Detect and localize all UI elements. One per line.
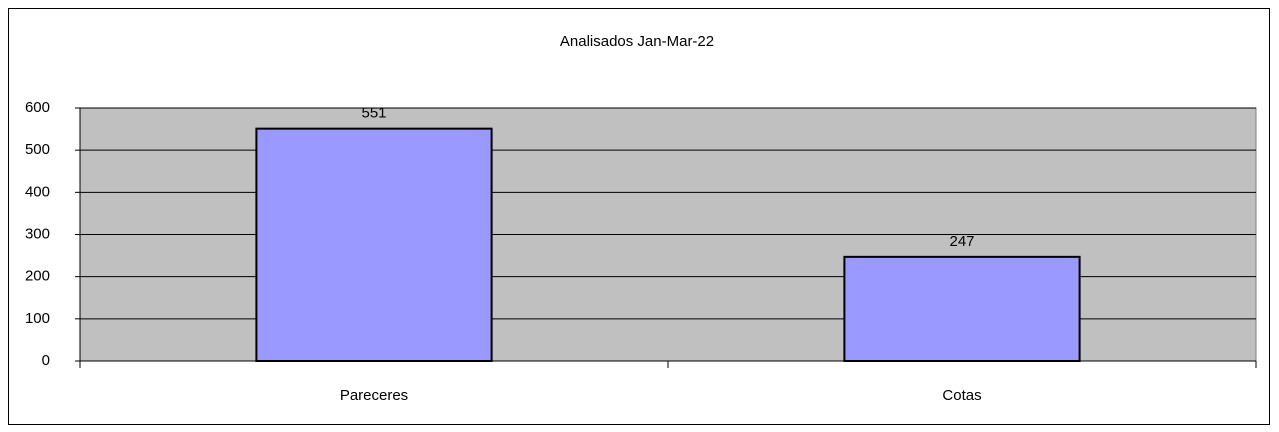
chart-title: Analisados Jan-Mar-22 — [560, 33, 714, 50]
bar — [843, 255, 1081, 362]
data-label: 551 — [361, 105, 386, 122]
data-label: 247 — [949, 233, 974, 250]
x-tick-label: Cotas — [942, 387, 981, 404]
y-tick-label: 100 — [25, 310, 50, 327]
y-tick-label: 200 — [25, 268, 50, 285]
y-tick-label: 600 — [25, 99, 50, 116]
y-tick-label: 500 — [25, 141, 50, 158]
y-tick-label: 0 — [42, 352, 50, 369]
y-tick-label: 300 — [25, 225, 50, 242]
bar — [255, 127, 493, 362]
x-tick-label: Pareceres — [340, 387, 408, 404]
y-tick-label: 400 — [25, 183, 50, 200]
